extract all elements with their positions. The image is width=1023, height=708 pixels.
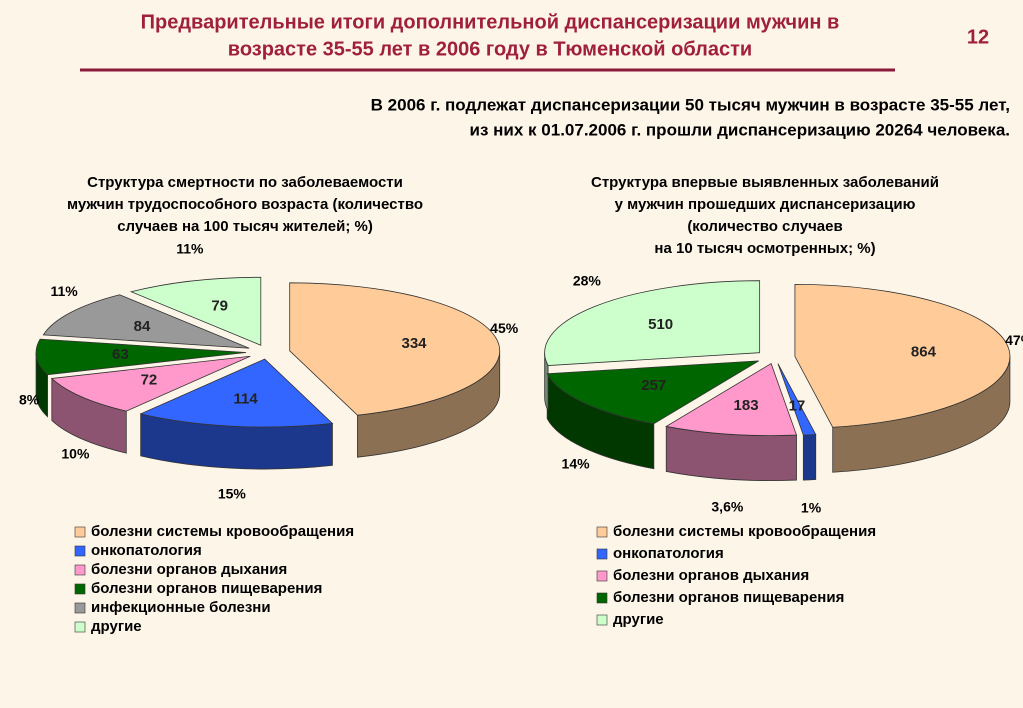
legend-label: болезни органов дыхания xyxy=(613,567,809,584)
slice-top xyxy=(546,360,759,425)
value-label: 257 xyxy=(641,377,666,394)
value-label: 510 xyxy=(648,316,673,333)
percent-label: 10% xyxy=(61,445,90,461)
chart-title: Структура впервые выявленных заболеваний xyxy=(591,174,939,191)
slice-top xyxy=(35,338,247,376)
percent-label: 8% xyxy=(19,392,40,408)
legend-swatch xyxy=(74,545,86,557)
legend-swatch xyxy=(596,592,608,604)
legend-swatch xyxy=(74,526,86,538)
legend-label: другие xyxy=(613,611,664,628)
legend-label: онкопатология xyxy=(91,542,202,559)
legend-swatch xyxy=(596,526,608,538)
percent-label: 47% xyxy=(1005,332,1023,348)
legend-swatch xyxy=(74,564,86,576)
percent-label: 3,6% xyxy=(711,499,743,515)
chart-title: мужчин трудоспособного возраста (количес… xyxy=(67,196,423,213)
legend-label: болезни органов пищеварения xyxy=(91,580,322,597)
percent-label: 11% xyxy=(50,283,78,299)
legend-swatch xyxy=(596,614,608,626)
summary-text: из них к 01.07.2006 г. прошли диспансери… xyxy=(470,120,1010,139)
legend-label: инфекционные болезни xyxy=(91,599,271,616)
chart-title: Структура смертности по заболеваемости xyxy=(87,174,403,191)
legend-swatch xyxy=(74,602,86,614)
percent-label: 1% xyxy=(801,500,822,516)
chart-title: случаев на 100 тысяч жителей; %) xyxy=(117,218,373,235)
slice-top xyxy=(289,282,501,416)
percent-label: 11% xyxy=(176,240,204,256)
value-label: 84 xyxy=(134,318,151,335)
legend-label: болезни органов дыхания xyxy=(91,561,287,578)
legend-label: болезни системы кровообращения xyxy=(91,523,354,540)
page-number: 12 xyxy=(967,26,989,48)
value-label: 63 xyxy=(112,346,129,363)
legend-label: болезни системы кровообращения xyxy=(613,523,876,540)
percent-label: 28% xyxy=(573,272,602,288)
slice-top xyxy=(665,362,798,436)
value-label: 72 xyxy=(141,371,158,388)
value-label: 183 xyxy=(734,397,759,414)
legend-swatch xyxy=(74,583,86,595)
legend-swatch xyxy=(596,570,608,582)
percent-label: 45% xyxy=(490,320,519,336)
chart-title: у мужчин прошедших диспансеризацию xyxy=(615,196,916,213)
slice-top xyxy=(50,355,251,412)
percent-label: 15% xyxy=(218,486,247,502)
legend-label: болезни органов пищеварения xyxy=(613,589,844,606)
slice-top xyxy=(544,280,761,366)
percent-label: 14% xyxy=(562,455,591,471)
value-label: 79 xyxy=(211,298,228,315)
legend-label: онкопатология xyxy=(613,545,724,562)
slice-side xyxy=(802,434,817,481)
slide-title: Предварительные итоги дополнительной дис… xyxy=(141,11,840,33)
chart-title: на 10 тысяч осмотренных; %) xyxy=(654,240,875,257)
chart-title: (количество случаев xyxy=(687,218,842,235)
slice-top xyxy=(42,294,250,349)
slice-top xyxy=(139,358,334,428)
slice-top xyxy=(777,363,817,436)
slide-title: возрасте 35-55 лет в 2006 году в Тюменск… xyxy=(228,38,752,60)
value-label: 17 xyxy=(789,397,806,414)
value-label: 334 xyxy=(401,335,427,352)
legend-label: другие xyxy=(91,618,142,635)
slice-top xyxy=(129,276,262,346)
legend-swatch xyxy=(596,548,608,560)
value-label: 864 xyxy=(911,344,937,361)
legend-swatch xyxy=(74,621,86,633)
value-label: 114 xyxy=(234,390,259,407)
slice-top xyxy=(794,284,1011,428)
summary-text: В 2006 г. подлежат диспансеризации 50 ты… xyxy=(371,95,1010,114)
